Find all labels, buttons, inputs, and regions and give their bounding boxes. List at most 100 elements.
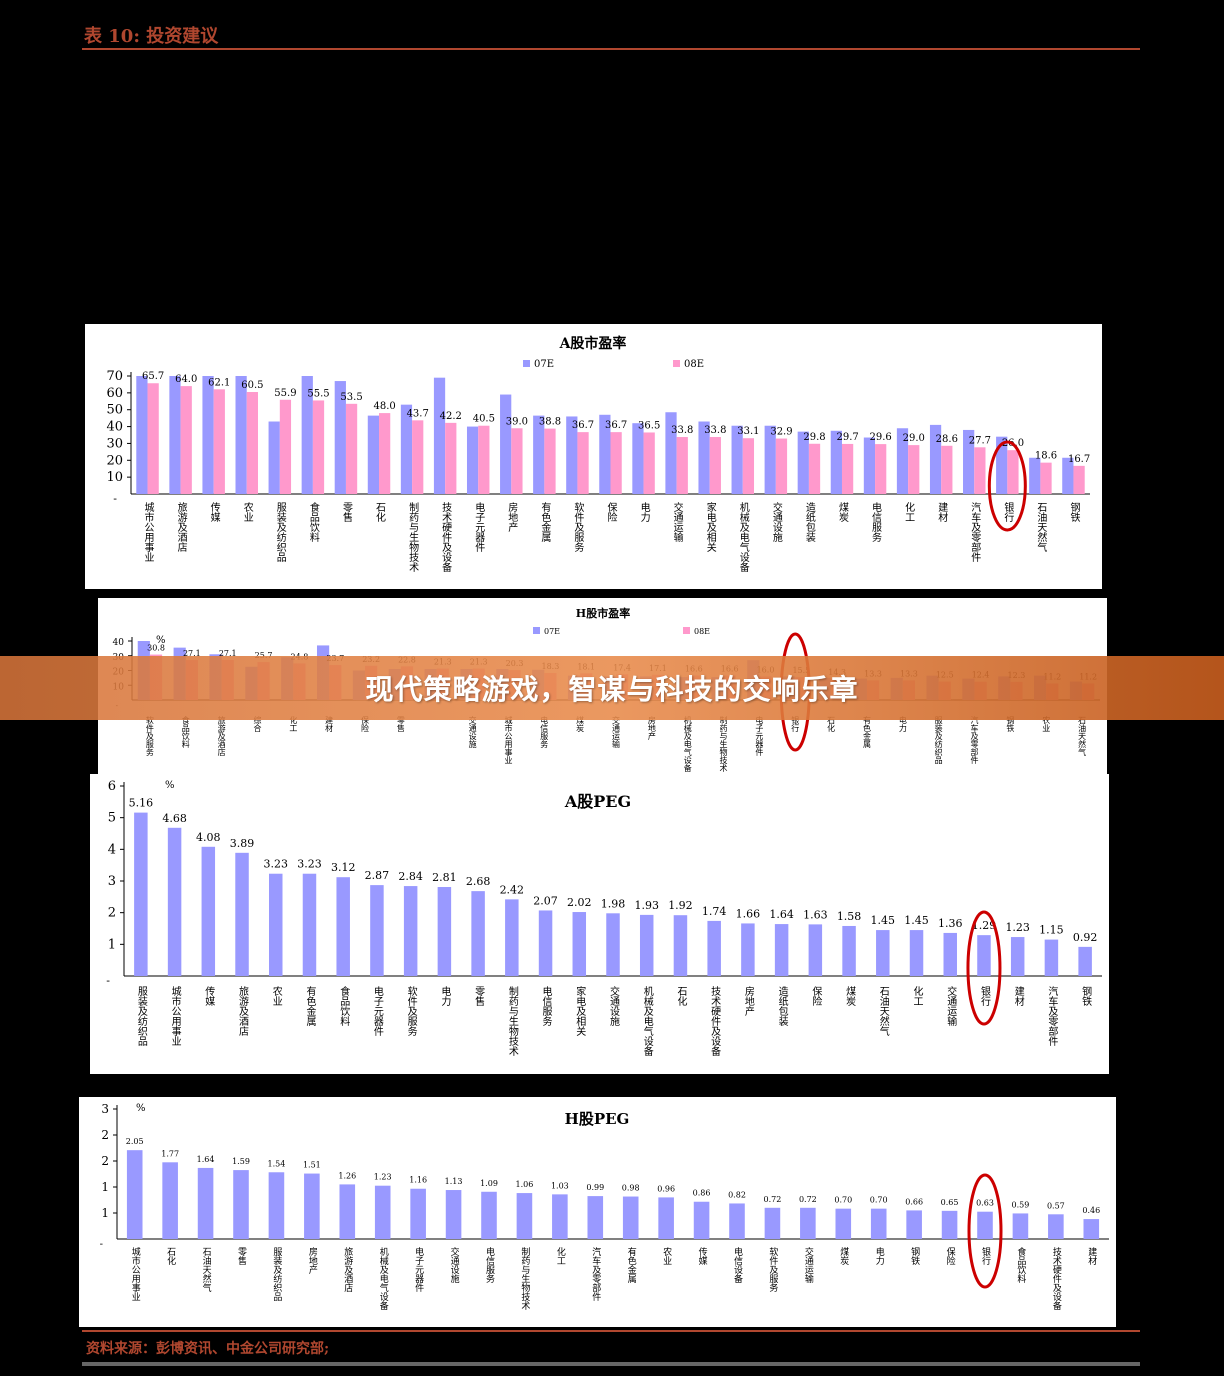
bar (268, 1172, 285, 1239)
category-label: 机械及电气设备 (641, 985, 653, 1057)
data-label: 62.1 (208, 377, 230, 388)
y-tick-label: 50 (106, 403, 123, 418)
bar (741, 923, 755, 976)
y-tick-label: 10 (106, 470, 123, 485)
category-label: 农业 (270, 985, 282, 1006)
data-label: 0.99 (586, 1183, 604, 1192)
bar-07E (665, 412, 677, 494)
category-label: 建材 (1086, 1246, 1097, 1265)
bar-07E (367, 415, 380, 494)
category-label: 服装及纺织品 (135, 986, 147, 1047)
category-label: 煤炭 (836, 501, 848, 523)
bar (977, 1211, 993, 1239)
data-label: 3.12 (331, 861, 356, 874)
y-tick-label: 2 (101, 1128, 109, 1142)
y-tick-label: 2 (101, 1154, 109, 1168)
bar-08E (610, 432, 622, 494)
bar-08E (709, 437, 721, 494)
category-label: 城市公用事业 (142, 502, 154, 562)
data-label: 0.63 (976, 1199, 994, 1208)
category-label: 化工 (289, 715, 298, 732)
bar (906, 1210, 922, 1239)
category-label: 钢铁 (1080, 985, 1092, 1007)
category-label: 有色金属 (862, 715, 871, 749)
bar-08E (279, 399, 292, 494)
category-label: 交通运输 (945, 985, 957, 1027)
data-label: 29.8 (803, 432, 825, 443)
data-label: 0.65 (941, 1198, 959, 1207)
category-label: 电力 (638, 501, 650, 523)
data-label: 0.96 (657, 1184, 675, 1193)
bar-08E (412, 420, 424, 494)
category-label: 房地产 (647, 715, 656, 741)
category-label: 有色金属 (539, 501, 551, 543)
bar-07E (136, 376, 148, 494)
bar-08E (1040, 462, 1052, 494)
category-label: 制药与生物技术 (719, 715, 728, 773)
bar (587, 1196, 604, 1239)
category-label: 服装及纺织品 (274, 502, 286, 563)
bar (1044, 939, 1059, 976)
legend-swatch-08E (673, 360, 680, 367)
category-label: 电子元器件 (755, 715, 764, 757)
bar (410, 1188, 426, 1239)
data-label: 60.5 (241, 380, 263, 391)
category-label: 保险 (945, 1246, 956, 1266)
bar (622, 1196, 639, 1239)
data-label: 1.23 (1005, 921, 1030, 934)
bar (304, 1173, 320, 1239)
unit-label: % (156, 635, 166, 646)
data-label: 33.8 (671, 425, 693, 436)
category-label: 石化 (165, 1247, 176, 1266)
data-label: 0.46 (1082, 1206, 1100, 1215)
category-label: 有色金属 (304, 985, 316, 1027)
bar-08E (742, 438, 755, 494)
bar (941, 1210, 958, 1239)
data-label: 29.7 (836, 432, 858, 443)
bar-07E (731, 425, 743, 494)
data-label: 27.1 (183, 649, 201, 658)
category-label: 软件及服务 (405, 985, 417, 1037)
bar (552, 1194, 568, 1239)
bar (126, 1150, 143, 1239)
data-label: 3.23 (297, 858, 322, 871)
category-label: 旅游及酒店 (342, 1246, 353, 1293)
category-label: 有色金属 (626, 1246, 637, 1284)
bar (764, 1207, 781, 1239)
data-label: 32.9 (770, 427, 792, 438)
category-label: 石油天然气 (201, 1247, 212, 1292)
category-label: 城市公用事业 (169, 986, 181, 1046)
category-label: 石油天然气 (877, 986, 889, 1036)
bar-08E (544, 428, 556, 494)
category-label: 交通设施 (608, 985, 620, 1027)
category-label: 石化 (827, 716, 836, 733)
data-label: 1.51 (303, 1161, 321, 1170)
data-label: 0.82 (728, 1190, 746, 1199)
category-label: 交通设施 (449, 1246, 460, 1284)
category-label: 服装及纺织品 (934, 716, 943, 765)
bar (909, 930, 924, 976)
category-label: 建材 (936, 501, 948, 522)
category-label: 综合 (253, 715, 262, 733)
highlight-circle (967, 1173, 1003, 1289)
bar (134, 812, 148, 976)
data-label: 1.64 (769, 908, 794, 921)
bar (606, 913, 620, 976)
category-label: 建材 (325, 715, 334, 732)
category-label: 交通设施 (468, 715, 477, 749)
y-zero-mark: - (113, 492, 117, 505)
data-label: 0.92 (1073, 931, 1098, 944)
y-tick-label: 1 (108, 937, 116, 952)
bar (538, 910, 553, 976)
category-label: 造纸包装 (776, 985, 788, 1027)
category-label: 服装及纺织品 (271, 1247, 282, 1302)
bar-08E (345, 403, 358, 494)
category-label: 食品饮料 (338, 985, 350, 1027)
source-note: 资料来源：彭博资讯、中金公司研究部; (86, 1341, 330, 1357)
data-label: 42.2 (440, 411, 462, 422)
bar-07E (301, 376, 313, 494)
bar-07E (896, 428, 909, 494)
bar (1083, 1219, 1100, 1239)
data-label: 2.02 (567, 896, 592, 909)
bar (269, 873, 283, 976)
